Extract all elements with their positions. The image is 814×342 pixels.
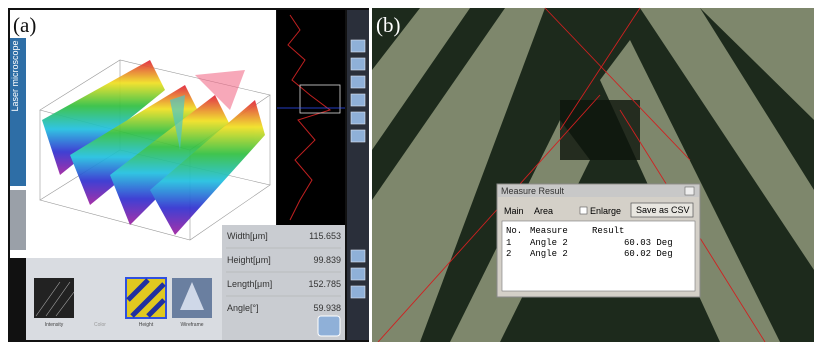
side-tab-label: Laser microscope [10,2,20,150]
thumb-intensity[interactable] [34,278,74,318]
column-header: Measure [530,226,568,236]
dark-region [560,100,640,160]
side-tab-2[interactable] [10,190,26,250]
tab[interactable]: Area [534,206,553,216]
measure-value: 152.785 [291,279,341,289]
cell: Angle 2 [530,238,568,248]
button-label: Save as CSV [636,205,690,215]
measure-label: Angle[°] [227,303,259,313]
measure-value: 59.938 [291,303,341,313]
figure-graphics [0,0,814,342]
thumb-color[interactable] [80,278,120,318]
column-header: No. [506,226,522,236]
enlarge-checkbox[interactable] [580,207,587,214]
cell: 60.03 Deg [624,238,673,248]
measure-label: Width[μm] [227,231,268,241]
checkbox-label: Enlarge [590,206,621,216]
thumb-label: Intensity [34,322,74,328]
cell: 60.02 Deg [624,249,673,259]
cell: Angle 2 [530,249,568,259]
measure-value: 115.653 [291,231,341,241]
measure-value: 99.839 [291,255,341,265]
panel-label: (b) [376,13,401,38]
measure-button[interactable] [318,316,340,336]
cell: 2 [506,249,511,259]
measure-label: Length[μm] [227,279,272,289]
window-close[interactable] [685,187,694,195]
window-title: Measure Result [501,186,564,196]
thumb-label: Height [126,322,166,328]
column-header: Result [592,226,624,236]
cell: 1 [506,238,511,248]
figure: (a) Laser microscope Width[μm] 115.653 H… [0,0,814,342]
profile-view [277,10,345,225]
measure-label: Height[μm] [227,255,271,265]
tab[interactable]: Main [504,206,524,216]
thumb-label: Wireframe [172,322,212,328]
thumb-label: Color [80,322,120,328]
